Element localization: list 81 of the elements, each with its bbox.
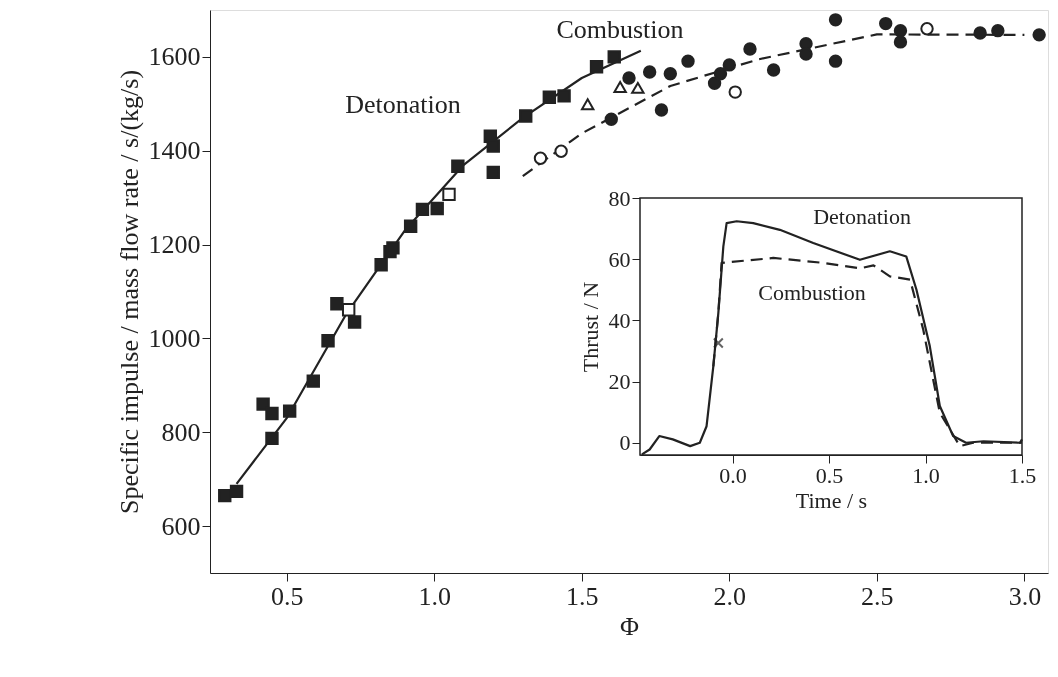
point [557, 89, 571, 103]
point [265, 406, 279, 421]
y-tick-label: 20 [608, 369, 631, 395]
x-tick-label: 2.5 [861, 581, 894, 611]
x-tick-label: 2.0 [713, 581, 747, 611]
point [341, 303, 356, 317]
y-tick-label: 1600 [148, 42, 201, 72]
point [828, 13, 843, 27]
point [920, 22, 934, 36]
point [713, 67, 728, 81]
point [604, 112, 618, 127]
x-tick-label: 3.0 [1008, 581, 1042, 611]
y-axis-title: Specific impulse / mass flow rate / s/(kg/s) [114, 69, 144, 515]
point [533, 151, 548, 165]
x-tick-label: 1.5 [1008, 462, 1037, 488]
point [321, 334, 335, 348]
point [642, 65, 657, 79]
point [554, 144, 568, 158]
y-axis-title: Thrust / N [577, 281, 603, 373]
annotation: Combustion [758, 280, 866, 305]
point [707, 76, 722, 90]
point [442, 187, 456, 202]
point [663, 67, 678, 81]
x-tick-label: 0.5 [815, 462, 844, 488]
x-tick-label: 1.0 [912, 462, 940, 488]
point [218, 488, 232, 503]
point [766, 63, 781, 77]
point [589, 60, 604, 74]
point [607, 50, 621, 64]
point [256, 397, 270, 411]
point [631, 81, 645, 94]
point [613, 81, 627, 93]
point [991, 23, 1005, 38]
x-tick-label: 1.0 [418, 581, 451, 611]
point [229, 484, 244, 499]
point [486, 139, 500, 153]
y-tick-label: 1200 [148, 230, 201, 260]
point [728, 85, 742, 99]
x-tick-label: 1.5 [566, 581, 599, 611]
y-tick-label: 1000 [148, 323, 201, 353]
point [681, 54, 695, 68]
point [486, 165, 500, 180]
point [330, 297, 344, 311]
y-tick-label: 800 [161, 417, 201, 447]
y-tick-label: 80 [608, 185, 631, 211]
point [828, 54, 843, 68]
x-axis-title: Time / s [795, 487, 868, 513]
x-tick-label: 0.0 [719, 462, 747, 488]
point [347, 315, 362, 329]
point [451, 159, 465, 173]
point [722, 58, 737, 72]
x-axis-title: Φ [619, 611, 640, 641]
point [430, 201, 444, 216]
point [743, 42, 757, 56]
point [403, 219, 418, 233]
x-tick-label: 0.5 [270, 581, 304, 611]
y-tick-label: 60 [608, 246, 631, 272]
point [654, 103, 669, 117]
point [879, 16, 893, 31]
y-tick-label: 1400 [148, 136, 201, 166]
point [306, 374, 320, 388]
point [282, 404, 297, 418]
point [622, 71, 636, 85]
annotation: Detonation [345, 90, 461, 119]
point [580, 98, 595, 111]
point [374, 258, 388, 272]
point [799, 47, 813, 61]
point [1032, 28, 1046, 42]
y-tick-label: 0 [619, 430, 631, 456]
point [386, 241, 400, 255]
point [893, 23, 908, 38]
point [973, 26, 987, 40]
point [542, 90, 557, 104]
point [415, 202, 430, 217]
y-tick-label: 600 [161, 511, 201, 541]
point [519, 109, 533, 123]
annotation: Detonation [813, 204, 911, 229]
y-tick-label: 40 [608, 307, 631, 333]
point [893, 35, 908, 49]
point [265, 431, 279, 446]
annotation: Combustion [556, 15, 684, 44]
